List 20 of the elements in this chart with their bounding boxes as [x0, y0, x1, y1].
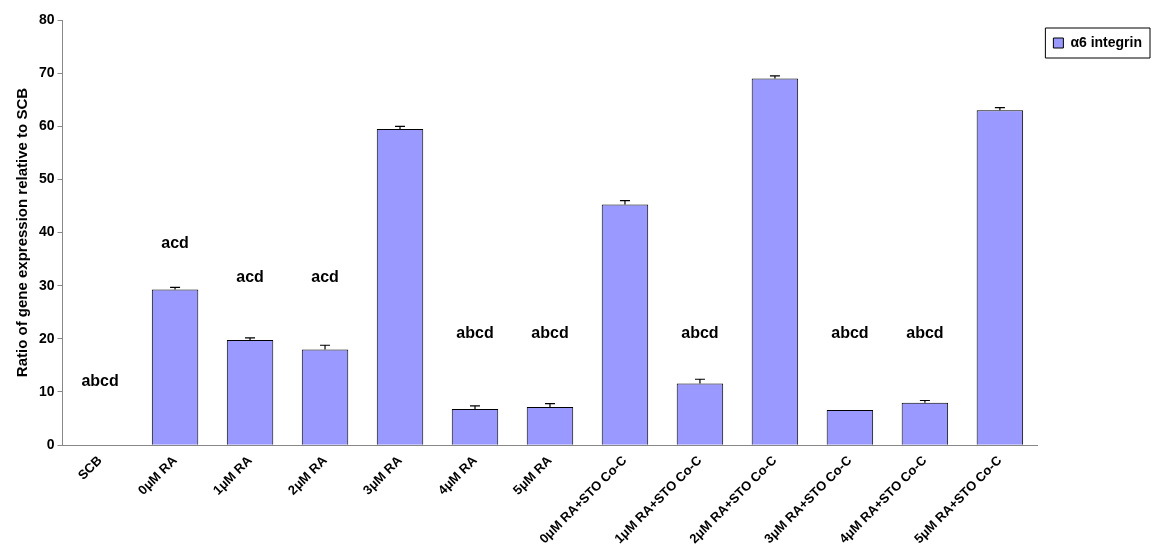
annotation: abcd: [81, 371, 119, 389]
annotation: acd: [161, 233, 189, 251]
annotation: acd: [311, 268, 339, 286]
annotation: abcd: [681, 323, 719, 341]
annotation: abcd: [831, 323, 869, 341]
annotation: acd: [236, 268, 264, 286]
y-tick-label: 80: [38, 10, 55, 27]
annotation: abcd: [531, 323, 569, 341]
legend-label: α6 integrin: [1070, 33, 1143, 50]
annotation: abcd: [456, 323, 494, 341]
y-tick-label: 60: [38, 117, 55, 134]
y-tick-label: 0: [46, 436, 55, 452]
y-tick-label: 50: [38, 170, 55, 187]
annotation: abcd: [906, 323, 944, 341]
y-tick-label: 70: [38, 64, 55, 80]
y-tick-label: 30: [38, 276, 55, 293]
y-tick-label: 40: [38, 223, 55, 240]
y-tick-label: 20: [38, 329, 55, 346]
y-tick-label: 10: [38, 382, 55, 399]
y-axis-title: Ratio of gene expression relative to SCB: [13, 87, 31, 378]
